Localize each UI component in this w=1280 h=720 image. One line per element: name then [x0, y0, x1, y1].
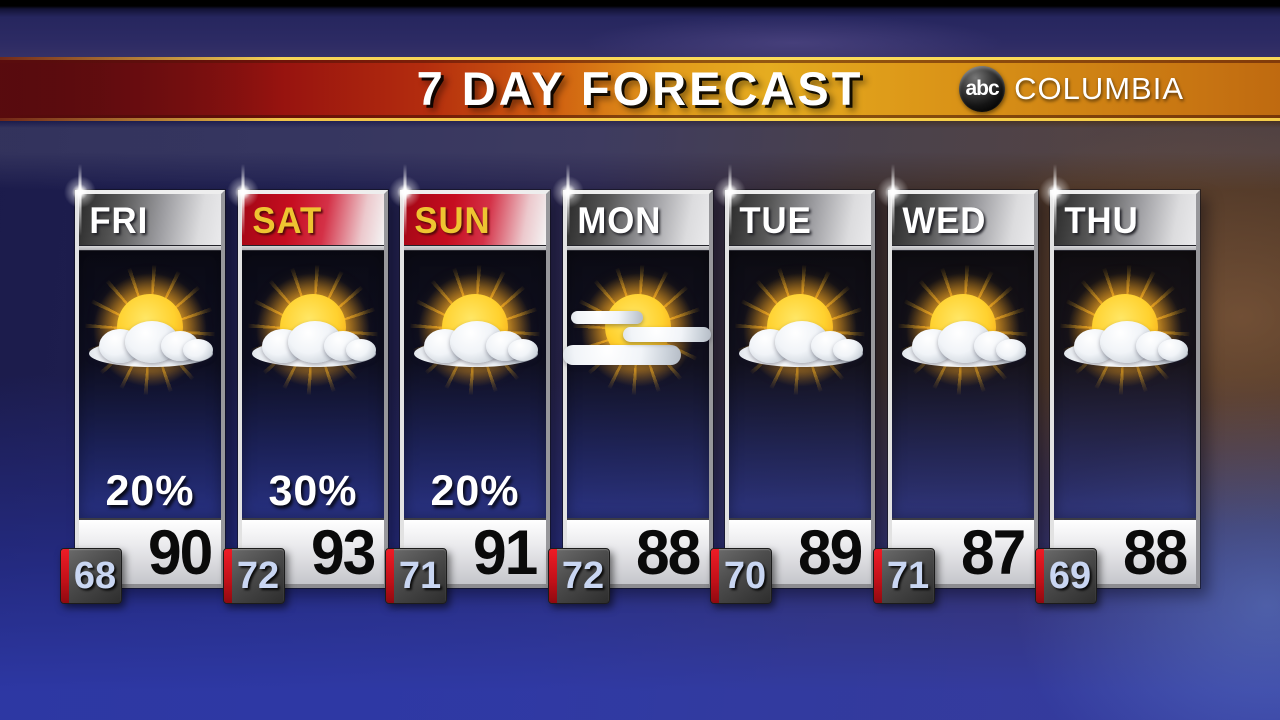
precip-chance: 20%: [430, 467, 520, 515]
high-temp: 88: [635, 518, 701, 588]
card-body: 30%: [242, 251, 384, 518]
sun-behind-cloud-icon: [1060, 265, 1190, 395]
high-temp: 89: [797, 518, 863, 588]
day-header: SAT: [242, 194, 384, 246]
forecast-card-sun: SUN 20% 91 71: [385, 190, 550, 604]
high-temp: 91: [472, 518, 538, 588]
day-name: SAT: [252, 200, 323, 241]
low-temp: 69: [1048, 555, 1092, 597]
forecast-card: SUN 20% 91: [400, 190, 550, 588]
forecast-card: WED 87: [888, 190, 1038, 588]
low-temp: 72: [236, 555, 280, 597]
sun-behind-cloud-icon: [248, 265, 378, 395]
high-temp: 88: [1122, 518, 1188, 588]
day-name: THU: [1064, 200, 1139, 241]
divider: [729, 246, 871, 251]
forecast-card: TUE 89: [725, 190, 875, 588]
high-temp: 93: [310, 518, 376, 588]
card-body: 20%: [79, 251, 221, 518]
low-temp-badge: 71: [385, 548, 447, 604]
precip-chance: 20%: [105, 467, 195, 515]
day-header: TUE: [729, 194, 871, 246]
day-header: FRI: [79, 194, 221, 246]
sun-behind-cloud-icon: [898, 265, 1028, 395]
low-temp: 68: [73, 555, 117, 597]
low-temp: 71: [886, 555, 930, 597]
day-name: MON: [577, 200, 662, 241]
low-temp: 72: [561, 555, 605, 597]
station-logo: abc COLUMBIA: [959, 66, 1184, 112]
divider: [567, 246, 709, 251]
high-temp: 90: [147, 518, 213, 588]
sun-behind-cloud-icon: [85, 265, 215, 395]
divider: [242, 246, 384, 251]
forecast-card-sat: SAT 30% 93 72: [223, 190, 388, 604]
precip-chance: 30%: [268, 467, 358, 515]
sun-scattered-clouds-icon: [563, 265, 711, 395]
low-temp-badge: 72: [223, 548, 285, 604]
forecast-card-thu: THU 88 69: [1035, 190, 1200, 604]
day-header: MON: [567, 194, 709, 246]
banner-title: 7 DAY FORECAST: [416, 62, 864, 115]
day-header: THU: [1054, 194, 1196, 246]
low-temp-badge: 72: [548, 548, 610, 604]
divider: [404, 246, 546, 251]
card-body: [729, 251, 871, 518]
forecast-card-mon: MON 88 72: [548, 190, 713, 604]
forecast-card-wed: WED 87 71: [873, 190, 1038, 604]
day-name: WED: [902, 200, 987, 241]
forecast-card-fri: FRI 20% 90 68: [60, 190, 225, 604]
card-body: [1054, 251, 1196, 518]
day-name: TUE: [739, 200, 812, 241]
low-temp: 71: [398, 555, 442, 597]
forecast-card: FRI 20% 90: [75, 190, 225, 588]
low-temp-badge: 70: [710, 548, 772, 604]
title-banner: 7 DAY FORECAST: [0, 57, 1280, 121]
low-temp-badge: 68: [60, 548, 122, 604]
day-name: FRI: [89, 200, 149, 241]
card-body: [892, 251, 1034, 518]
low-temp-badge: 71: [873, 548, 935, 604]
forecast-card: MON 88: [563, 190, 713, 588]
abc-logo-icon: abc: [959, 66, 1006, 112]
station-name: COLUMBIA: [1014, 71, 1184, 106]
card-body: 20%: [404, 251, 546, 518]
sun-behind-cloud-icon: [735, 265, 865, 395]
sun-behind-cloud-icon: [410, 265, 540, 395]
forecast-card-tue: TUE 89 70: [710, 190, 875, 604]
forecast-card: SAT 30% 93: [238, 190, 388, 588]
divider: [892, 246, 1034, 251]
card-body: [563, 251, 711, 518]
forecast-card: THU 88: [1050, 190, 1200, 588]
day-header: SUN: [404, 194, 546, 246]
high-temp: 87: [960, 518, 1026, 588]
day-header: WED: [892, 194, 1034, 246]
divider: [1054, 246, 1196, 251]
low-temp-badge: 69: [1035, 548, 1097, 604]
day-name: SUN: [414, 200, 491, 241]
top-blue-band: [0, 0, 1280, 57]
divider: [79, 246, 221, 251]
low-temp: 70: [723, 555, 767, 597]
